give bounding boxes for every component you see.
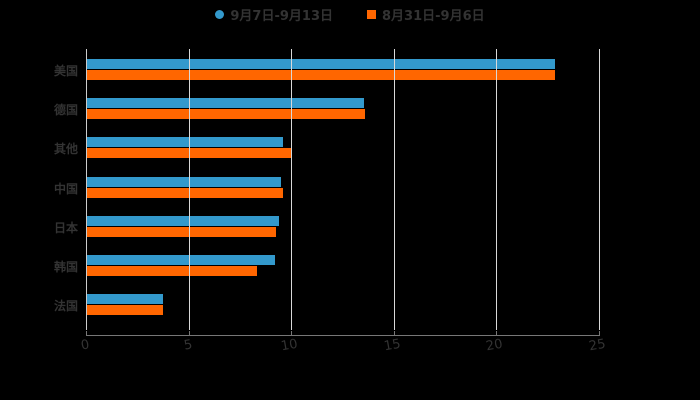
x-tick-label: 25 bbox=[587, 336, 607, 355]
legend-square-icon bbox=[367, 9, 376, 19]
x-tick-mark bbox=[86, 331, 87, 336]
grid-line bbox=[393, 49, 395, 330]
y-category-label: 德国 bbox=[53, 103, 78, 118]
bar[interactable] bbox=[86, 70, 555, 80]
x-tick-mark bbox=[393, 331, 395, 336]
bar[interactable] bbox=[86, 215, 279, 226]
grid-line bbox=[291, 49, 293, 330]
x-tick-label: 5 bbox=[182, 337, 194, 354]
bar[interactable] bbox=[86, 98, 365, 109]
legend-label: 8月31日-9月6日 bbox=[382, 8, 485, 24]
chart-legend: 9月7日-9月13日 8月31日-9月6日 bbox=[0, 4, 700, 24]
plot-area bbox=[86, 49, 599, 330]
bar[interactable] bbox=[86, 187, 283, 198]
bar[interactable] bbox=[86, 59, 555, 69]
x-tick-label: 15 bbox=[382, 336, 402, 355]
y-category-label: 日本 bbox=[53, 220, 78, 235]
bar[interactable] bbox=[86, 294, 163, 305]
x-tick-mark bbox=[291, 331, 293, 336]
bar[interactable] bbox=[86, 176, 281, 187]
x-tick-mark bbox=[188, 331, 190, 336]
x-tick-label: 0 bbox=[79, 337, 91, 354]
bar[interactable] bbox=[86, 305, 163, 316]
bar[interactable] bbox=[86, 255, 275, 265]
grid-line bbox=[188, 49, 190, 330]
y-category-label: 其他 bbox=[53, 142, 78, 157]
y-axis-line bbox=[86, 49, 87, 330]
legend-label: 9月7日-9月13日 bbox=[230, 8, 333, 24]
x-tick-mark bbox=[599, 331, 600, 336]
y-category-label: 中国 bbox=[53, 181, 78, 196]
bar[interactable] bbox=[86, 226, 276, 237]
x-axis-line bbox=[86, 335, 600, 336]
y-category-label: 韩国 bbox=[53, 260, 78, 274]
grid-line bbox=[496, 49, 498, 330]
x-tick-label: 10 bbox=[280, 336, 299, 355]
legend-item-series-2[interactable]: 8月31日-9月6日 bbox=[367, 5, 485, 24]
x-tick-label: 20 bbox=[485, 336, 505, 355]
legend-item-series-1[interactable]: 9月7日-9月13日 bbox=[215, 5, 333, 24]
grid-line bbox=[599, 49, 600, 330]
x-tick-mark bbox=[496, 331, 498, 336]
y-category-label: 法国 bbox=[53, 299, 78, 314]
bar[interactable] bbox=[86, 109, 366, 120]
y-category-label: 美国 bbox=[53, 64, 78, 78]
bar[interactable] bbox=[86, 266, 258, 276]
bar[interactable] bbox=[86, 137, 283, 148]
legend-circle-icon bbox=[215, 9, 225, 19]
